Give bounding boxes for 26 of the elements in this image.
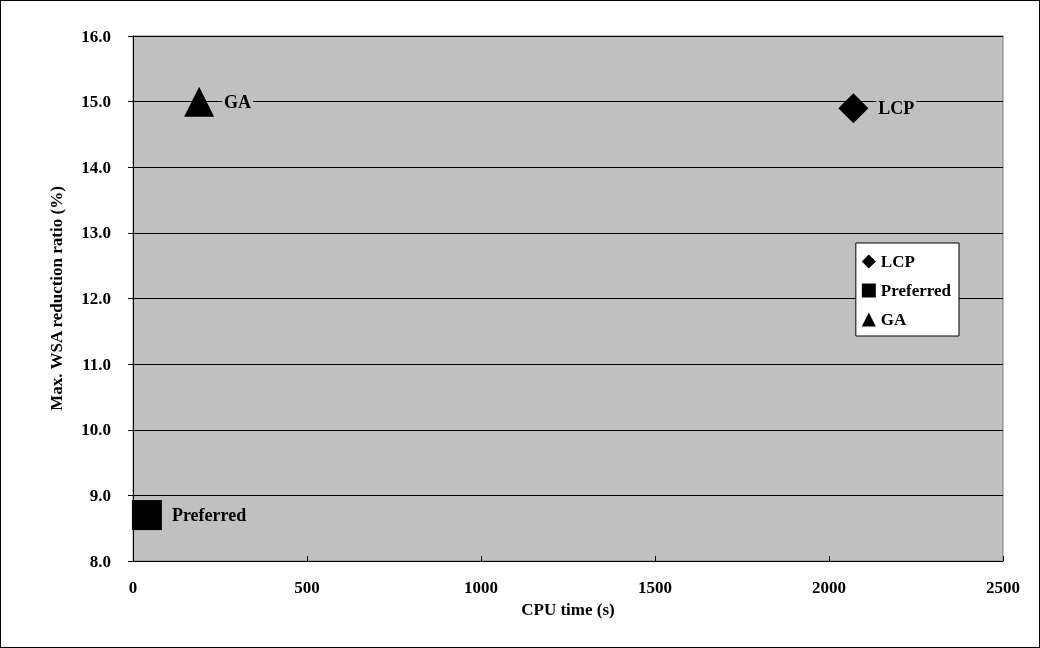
text: LCP (878, 98, 915, 119)
y-tick-label: 9.0 (89, 485, 111, 505)
legend-label: Preferred (880, 281, 952, 300)
x-tick-label: 2500 (986, 578, 1020, 597)
x-tick-label: 1500 (638, 578, 672, 597)
y-tick-label: 12.0 (81, 289, 111, 308)
x-tick-label: 2000 (812, 578, 846, 597)
y-axis-title: Max. WSA reduction ratio (%) (47, 186, 66, 411)
y-tick-label: 11.0 (82, 354, 111, 374)
point (838, 93, 869, 124)
point (131, 500, 162, 531)
text: Preferred (171, 505, 247, 526)
y-tick-label: 15.0 (81, 92, 111, 112)
y-tick-label: 16.0 (81, 26, 111, 46)
x-tick-label: 0 (128, 578, 138, 597)
y-tick-label: 8.0 (89, 551, 111, 571)
x-axis-title: CPU time (s) (521, 599, 615, 619)
text: GA (224, 91, 252, 112)
y-tick-label: 10.0 (81, 420, 111, 440)
y-tick-label: 13.0 (81, 223, 111, 243)
legend-label: LCP (880, 252, 915, 271)
point (184, 86, 215, 117)
y-tick-label: 14.0 (81, 157, 111, 177)
x-tick-label: 1000 (464, 578, 498, 597)
legend-label: GA (880, 310, 908, 329)
x-tick-label: 500 (294, 578, 320, 597)
